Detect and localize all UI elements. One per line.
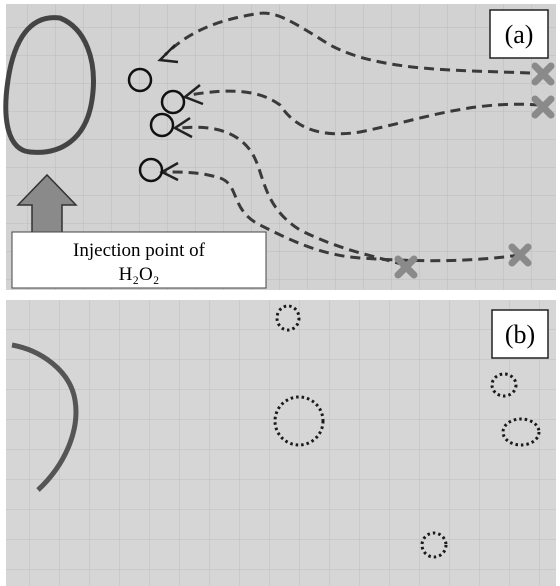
injection-arrow — [16, 173, 78, 236]
trajectory — [189, 89, 541, 136]
particle-ring — [273, 395, 325, 447]
start-crosses — [394, 62, 555, 279]
particle-ring — [501, 417, 541, 447]
label-box — [491, 309, 549, 359]
particle-end — [127, 67, 153, 93]
particle-ring — [420, 531, 448, 559]
particle-end — [160, 89, 186, 115]
annotation-line: Injection point of — [73, 240, 206, 261]
particle-ring — [275, 304, 301, 332]
droplet-edge — [3, 15, 96, 155]
panel-b: (b) — [6, 300, 556, 586]
particle-ring — [490, 372, 518, 398]
droplet-edge — [11, 342, 79, 492]
trajectory — [164, 170, 521, 263]
trajectory — [163, 11, 531, 75]
trajectory — [179, 125, 406, 267]
annotation-formula: H₂O₂ — [119, 264, 160, 285]
particle-end — [138, 157, 164, 183]
particle-end — [149, 112, 175, 138]
panel-b-background — [6, 300, 556, 586]
annotation-box — [11, 231, 267, 289]
panel-a: (a) Injection point of H₂O₂ — [3, 4, 556, 290]
panel-label: (b) — [505, 320, 535, 349]
panel-label: (a) — [505, 20, 534, 49]
label-box — [489, 9, 549, 59]
